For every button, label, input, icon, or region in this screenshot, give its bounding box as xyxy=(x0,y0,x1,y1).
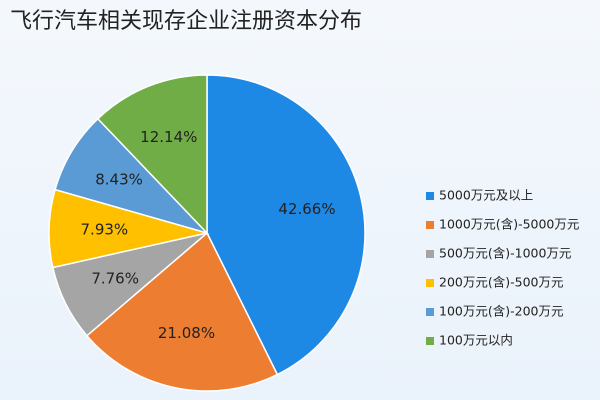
legend-swatch xyxy=(426,337,434,345)
legend-swatch xyxy=(426,250,434,258)
data-label: 42.66% xyxy=(278,200,335,218)
legend-label: 200万元(含)-500万元 xyxy=(439,275,563,290)
data-label: 7.76% xyxy=(91,269,139,287)
chart-title: 飞行汽车相关现存企业注册资本分布 xyxy=(10,9,362,34)
legend-swatch xyxy=(426,308,434,316)
pie-slice xyxy=(85,231,279,392)
legend-label: 5000万元及以上 xyxy=(439,188,533,203)
legend-label: 500万元(含)-1000万元 xyxy=(439,246,571,261)
data-label: 21.08% xyxy=(158,324,215,342)
legend-swatch xyxy=(426,279,434,287)
legend-label: 1000万元(含)-5000万元 xyxy=(439,217,579,232)
pie-slice xyxy=(96,74,208,235)
legend-label: 100万元以内 xyxy=(439,333,513,348)
data-label: 12.14% xyxy=(140,128,197,146)
legend-swatch xyxy=(426,221,434,229)
legend-swatch xyxy=(426,192,434,200)
data-label: 7.93% xyxy=(81,220,129,238)
data-label: 8.43% xyxy=(95,170,143,188)
legend-label: 100万元(含)-200万元 xyxy=(439,304,563,319)
pie-slice xyxy=(206,74,366,376)
